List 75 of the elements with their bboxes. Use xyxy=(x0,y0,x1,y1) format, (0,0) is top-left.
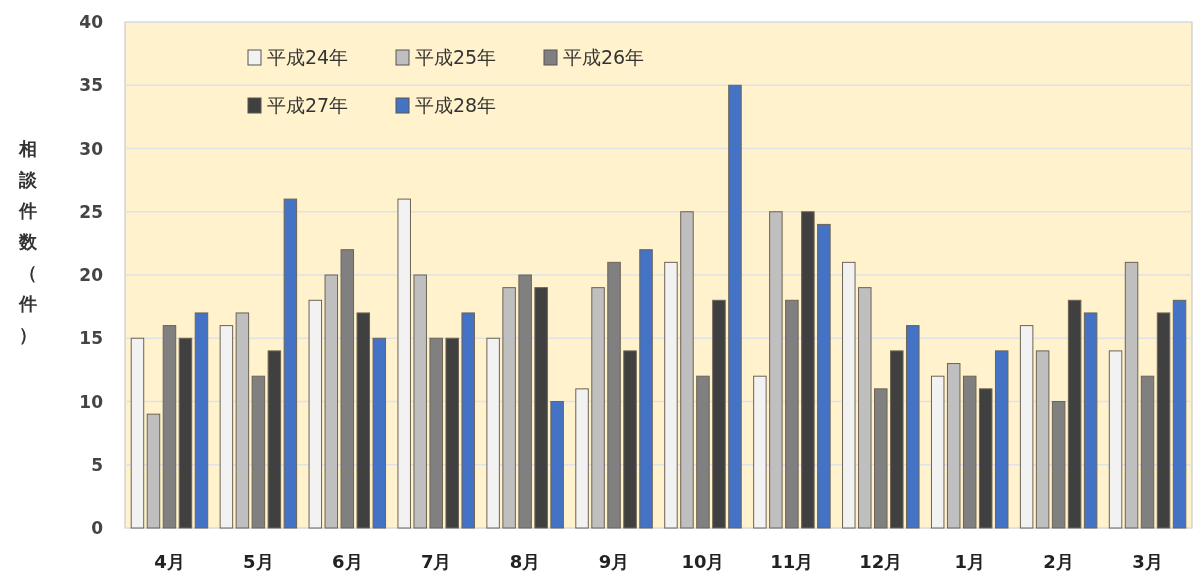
bar xyxy=(753,375,767,529)
bar xyxy=(1051,401,1066,529)
x-tick-label: 3月 xyxy=(1132,551,1163,572)
bar xyxy=(356,312,371,529)
bar xyxy=(518,274,532,529)
x-tick-label: 4月 xyxy=(154,551,185,572)
y-tick-label: 0 xyxy=(91,518,104,538)
legend-label: 平成26年 xyxy=(563,46,645,68)
bar xyxy=(445,337,459,529)
bar xyxy=(178,337,193,529)
y-tick-label: 5 xyxy=(91,454,103,475)
legend-label: 平成25年 xyxy=(415,46,497,68)
bar xyxy=(575,388,589,529)
bar xyxy=(251,375,266,529)
bar xyxy=(1172,299,1187,529)
y-axis-title: 相談件数（件） xyxy=(18,138,38,345)
x-tick-label: 1月 xyxy=(954,551,985,572)
y-tick-label: 10 xyxy=(79,391,104,412)
bar xyxy=(340,249,355,529)
bar xyxy=(962,375,977,529)
bar xyxy=(461,312,475,529)
x-tick-label: 5月 xyxy=(243,551,274,572)
y-tick-label: 35 xyxy=(79,75,103,96)
bar xyxy=(696,375,710,529)
y-tick-label: 20 xyxy=(79,265,104,285)
y-tick-label: 40 xyxy=(79,12,104,32)
bar xyxy=(308,299,323,529)
bar xyxy=(994,350,1009,529)
bar xyxy=(267,350,282,529)
bar xyxy=(874,388,888,529)
bar xyxy=(664,261,678,529)
x-tick-label: 11月 xyxy=(770,551,814,572)
bar xyxy=(817,223,831,529)
bar xyxy=(978,388,993,529)
x-tick-label: 12月 xyxy=(859,551,903,572)
bar xyxy=(842,261,856,529)
bar xyxy=(639,249,653,529)
bar xyxy=(219,325,234,529)
bar xyxy=(429,337,443,529)
bar xyxy=(930,375,945,529)
bar xyxy=(906,325,920,529)
bar xyxy=(550,401,564,529)
bar xyxy=(1156,312,1171,529)
x-tick-label: 2月 xyxy=(1043,551,1074,572)
bar xyxy=(486,337,500,529)
bar xyxy=(890,350,904,529)
x-tick-label: 7月 xyxy=(420,551,452,572)
x-tick-label: 8月 xyxy=(509,551,541,572)
bar xyxy=(1019,325,1034,529)
bar xyxy=(607,261,621,529)
bar xyxy=(162,325,177,529)
bar xyxy=(194,312,209,529)
bar xyxy=(623,350,637,529)
bar xyxy=(712,299,726,529)
x-tick-label: 9月 xyxy=(598,551,630,572)
bar xyxy=(283,198,298,529)
bar xyxy=(534,287,548,529)
bar xyxy=(1108,350,1123,529)
legend-label: 平成27年 xyxy=(267,94,349,116)
legend-label: 平成28年 xyxy=(415,94,497,116)
legend-label: 平成24年 xyxy=(267,46,349,68)
bar xyxy=(1067,299,1082,529)
x-tick-label: 6月 xyxy=(332,551,363,572)
bar xyxy=(130,337,145,529)
y-tick-label: 25 xyxy=(79,201,103,222)
bar xyxy=(1083,312,1098,529)
bar xyxy=(372,337,387,529)
bar xyxy=(1140,375,1155,529)
bar xyxy=(785,299,799,529)
x-tick-label: 10月 xyxy=(681,551,725,572)
y-tick-label: 15 xyxy=(79,328,103,349)
bar xyxy=(728,84,742,529)
bar xyxy=(801,211,815,529)
y-tick-label: 30 xyxy=(79,138,104,159)
bar xyxy=(397,198,411,529)
